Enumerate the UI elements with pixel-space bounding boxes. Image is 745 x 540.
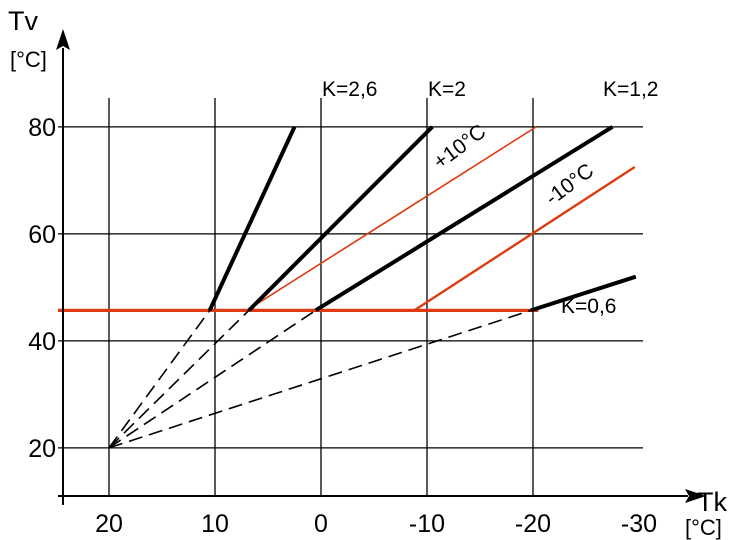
axis-labels: Tv [°C] Tk [°C] xyxy=(8,6,727,540)
y-tick-label: 20 xyxy=(28,435,56,463)
x-axis-title: Tk xyxy=(697,487,727,517)
curve-dashed-k-2-6 xyxy=(108,309,211,449)
x-axis-unit: [°C] xyxy=(685,515,722,540)
room-temp-label-plus10c: +10°C xyxy=(429,120,490,174)
x-tick-label: -30 xyxy=(621,510,657,538)
curve-label-k-2: K=2 xyxy=(428,78,466,101)
curve-label-k-1-2: K=1,2 xyxy=(603,78,658,101)
axes xyxy=(56,29,706,505)
curve-labels: K=2,6 K=2 K=1,2K=0,6+10°C-10°C xyxy=(322,78,658,318)
room-temp-curve-minus10c xyxy=(413,165,636,312)
x-tick-label: 20 xyxy=(95,510,123,538)
curve-solid-k-0-6 xyxy=(530,274,637,313)
curve-dashed-k-0-6 xyxy=(108,309,532,449)
curve-dashed-k-2 xyxy=(108,309,250,449)
x-tick-label: 0 xyxy=(314,510,328,538)
y-tick-label: 80 xyxy=(28,114,56,142)
curve-label-k-2-6: K=2,6 xyxy=(322,78,377,101)
y-tick-label: 40 xyxy=(28,328,56,356)
x-tick-label: -20 xyxy=(515,510,551,538)
curve-solid-k-2-6 xyxy=(207,126,297,312)
y-axis-title: Tv xyxy=(8,6,38,36)
curve-solid-k-1-2 xyxy=(314,125,614,313)
x-tick-label: 10 xyxy=(201,510,229,538)
heating-curves xyxy=(58,125,637,449)
room-temp-curve-plus10c xyxy=(246,126,537,312)
y-axis-unit: [°C] xyxy=(10,47,47,72)
y-axis-arrowhead xyxy=(56,29,70,50)
tick-labels: 20 40 60 80 20 10 0 -10 -20 -30 xyxy=(28,114,657,538)
curve-solid-k-2 xyxy=(247,125,434,312)
curve-label-k-0-6: K=0,6 xyxy=(561,295,616,318)
x-axis-arrowhead xyxy=(685,489,706,503)
x-tick-label: -10 xyxy=(409,510,445,538)
y-tick-label: 60 xyxy=(28,221,56,249)
grid-lines xyxy=(58,98,643,496)
curve-dashed-k-1-2 xyxy=(108,309,317,449)
